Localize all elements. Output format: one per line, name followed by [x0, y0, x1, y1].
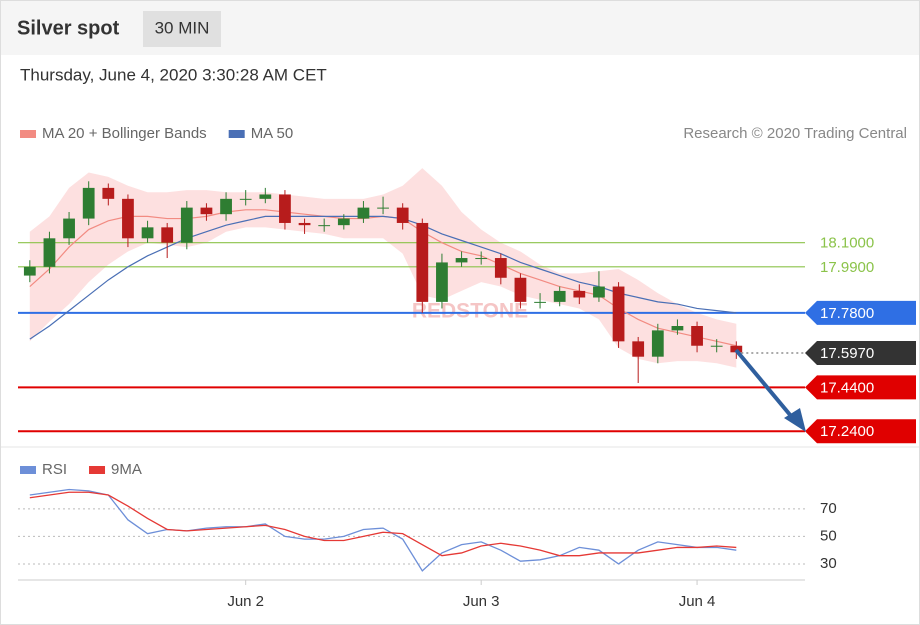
candle-body	[691, 326, 703, 346]
interval[interactable]: 30 MIN	[155, 18, 210, 37]
header-bar	[1, 1, 919, 55]
level-label: 17.7800	[820, 305, 874, 322]
x-tick-label: Jun 3	[463, 593, 500, 610]
candle-body	[43, 238, 56, 267]
level-label: 17.5970	[820, 345, 874, 362]
candle-body	[357, 207, 370, 219]
candle-body	[553, 290, 566, 302]
candle-body	[573, 290, 586, 298]
candle-body	[337, 218, 350, 226]
title: Silver spot	[17, 17, 120, 39]
candle-body	[63, 218, 75, 239]
candle-body	[416, 222, 429, 302]
watermark: REDSTONE	[412, 300, 528, 323]
timestamp: Thursday, June 4, 2020 3:30:28 AM CET	[20, 65, 327, 84]
candle-body	[593, 286, 605, 298]
candle-body	[475, 258, 488, 260]
y-tick-label: 70	[820, 500, 837, 517]
candle-body	[377, 207, 389, 209]
candle-body	[396, 207, 409, 223]
candle-body	[298, 222, 311, 226]
candle-body	[279, 194, 291, 223]
candle-body	[259, 194, 272, 199]
candle-body	[102, 187, 115, 199]
level-label: 17.2400	[820, 423, 874, 440]
candle-body	[436, 262, 448, 302]
candle-body	[632, 341, 645, 357]
forecast-arrowhead	[784, 408, 806, 432]
interval-box[interactable]	[143, 11, 221, 47]
candle-body	[318, 225, 331, 227]
candle-body	[180, 207, 193, 243]
candle-body	[82, 187, 95, 219]
level-label: 17.9900	[820, 259, 874, 276]
level-label-box	[805, 340, 916, 365]
credit: Research © 2020 Trading Central	[683, 125, 907, 142]
candle-body	[200, 207, 213, 215]
forecast-arrow	[734, 348, 798, 424]
level-label-box	[805, 300, 916, 325]
candle-body	[122, 198, 134, 239]
candle-body	[730, 345, 743, 353]
candle-body	[671, 326, 684, 331]
candle-body	[141, 227, 154, 239]
level-label: 17.4400	[820, 379, 874, 396]
candle-body	[455, 258, 468, 263]
level-label-box	[805, 375, 916, 400]
y-tick-label: 50	[820, 527, 837, 544]
level-label-box	[805, 419, 916, 444]
candle-body	[23, 266, 36, 276]
legend-label: 9MA	[111, 461, 142, 478]
candle-body	[612, 286, 625, 342]
level-label: 18.1000	[820, 235, 874, 252]
x-tick-label: Jun 2	[227, 593, 264, 610]
candle-body	[534, 301, 546, 303]
candle-body	[161, 227, 174, 243]
legend-swatch	[20, 130, 36, 138]
legend-swatch	[89, 466, 106, 474]
y-tick-label: 30	[820, 555, 837, 572]
x-tick-label: Jun 4	[679, 593, 716, 610]
legend-swatch	[228, 130, 245, 138]
candle-body	[651, 330, 664, 357]
legend-swatch	[20, 466, 36, 474]
legend-label: MA 20 + Bollinger Bands	[42, 125, 207, 142]
legend-label: RSI	[42, 461, 67, 478]
candle-body	[239, 198, 252, 200]
candle-body	[710, 345, 723, 347]
indicator-line	[29, 488, 737, 572]
candle-body	[494, 258, 507, 278]
indicator-line	[29, 491, 737, 557]
candle-body	[220, 198, 232, 215]
legend-label: MA 50	[251, 125, 294, 142]
candle-body	[514, 277, 527, 302]
